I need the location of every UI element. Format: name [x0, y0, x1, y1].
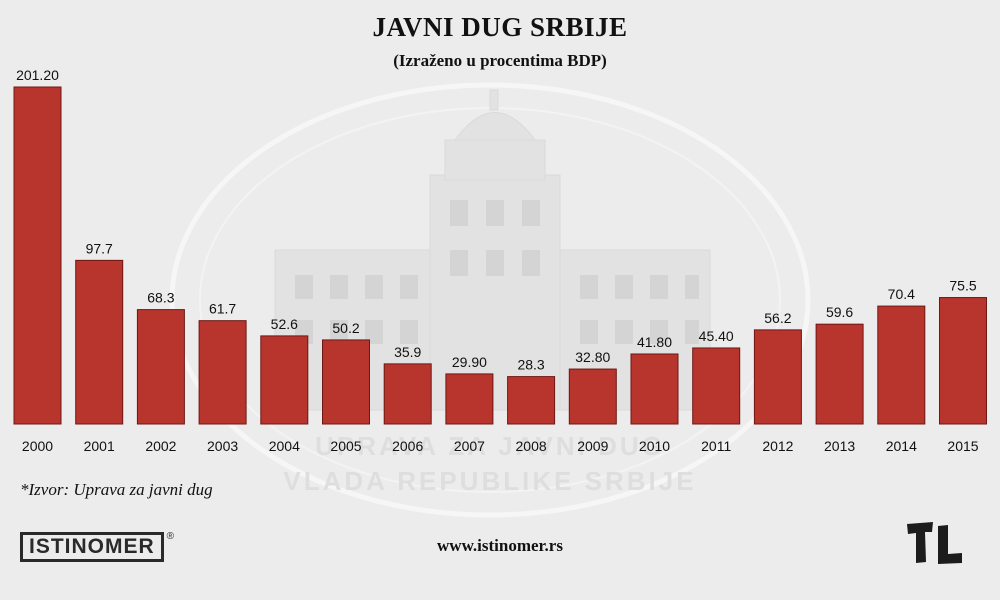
bar-2008 [507, 376, 556, 425]
bar-2015 [939, 297, 987, 425]
value-label-2015: 75.5 [949, 278, 976, 294]
value-label-2002: 68.3 [147, 290, 174, 306]
bar-2002 [136, 309, 185, 425]
value-label-2001: 97.7 [86, 240, 113, 256]
bar-2005 [322, 339, 370, 425]
value-label-2000: 201.20 [16, 67, 59, 83]
x-tick-2001: 2001 [84, 438, 115, 454]
source-note: *Izvor: Uprava za javni dug [20, 480, 213, 499]
value-labels-layer: 201.20 97.7 68.3 61.7 52.6 50.2 35.9 29.90 28.3 3… [16, 67, 977, 373]
value-label-2008: 28.3 [517, 357, 544, 373]
x-tick-2011: 2011 [701, 438, 731, 454]
x-tick-2015: 2015 [947, 438, 978, 454]
tl-brand-icon [907, 522, 962, 564]
value-label-2004: 52.6 [271, 316, 298, 332]
value-label-2013: 59.6 [826, 304, 853, 320]
x-tick-2004: 2004 [269, 438, 300, 454]
bar-2013 [815, 323, 864, 425]
istinomer-logo: ISTINOMER ® [20, 531, 174, 563]
x-tick-2007: 2007 [454, 438, 485, 454]
x-tick-2000: 2000 [22, 438, 53, 454]
watermark-line-2: VLADA REPUBLIKE SRBIJE [283, 466, 696, 496]
bars-layer [13, 86, 987, 425]
bar-2014 [877, 305, 926, 425]
x-tick-2002: 2002 [145, 438, 176, 454]
seal-ring-outer [169, 82, 811, 518]
x-tick-2005: 2005 [330, 438, 361, 454]
x-tick-2006: 2006 [392, 438, 423, 454]
bar-2011 [692, 347, 741, 425]
x-tick-2003: 2003 [207, 438, 238, 454]
chart-title: JAVNI DUG SRBIJE [372, 12, 628, 42]
bar-2012 [753, 329, 802, 425]
value-label-2006: 35.9 [394, 344, 421, 360]
bar-2007 [445, 373, 494, 425]
value-label-2014: 70.4 [888, 286, 915, 302]
x-tick-2008: 2008 [516, 438, 547, 454]
value-label-2005: 50.2 [332, 320, 359, 336]
chart-subtitle: (Izraženo u procentima BDP) [393, 51, 607, 70]
bar-2003 [198, 320, 247, 425]
watermark-line-1: UPRAVA ZA JAVNI DUG [315, 431, 665, 461]
x-tick-2014: 2014 [886, 438, 917, 454]
building-windows [295, 200, 699, 344]
value-label-2003: 61.7 [209, 301, 236, 317]
value-label-2009: 32.80 [575, 349, 610, 365]
bar-2006 [383, 363, 432, 425]
x-tick-2009: 2009 [577, 438, 608, 454]
bar-2009 [568, 368, 617, 425]
value-label-2011: 45.40 [699, 328, 734, 344]
value-label-2012: 56.2 [764, 310, 791, 326]
value-label-2010: 41.80 [637, 334, 672, 350]
logo-text: ISTINOMER [20, 532, 164, 562]
bar-2001 [75, 259, 124, 425]
x-tick-labels-layer: 2000 2001 2002 2003 2004 2005 2006 2007 2008 2009… [22, 438, 979, 454]
bar-2000 [13, 86, 62, 425]
value-label-2007: 29.90 [452, 354, 487, 370]
x-tick-2013: 2013 [824, 438, 855, 454]
bar-2004 [260, 335, 309, 425]
bar-2010 [630, 353, 679, 425]
registered-mark: ® [166, 531, 175, 542]
x-tick-2012: 2012 [762, 438, 793, 454]
x-tick-2010: 2010 [639, 438, 670, 454]
website-link[interactable]: www.istinomer.rs [437, 536, 563, 555]
